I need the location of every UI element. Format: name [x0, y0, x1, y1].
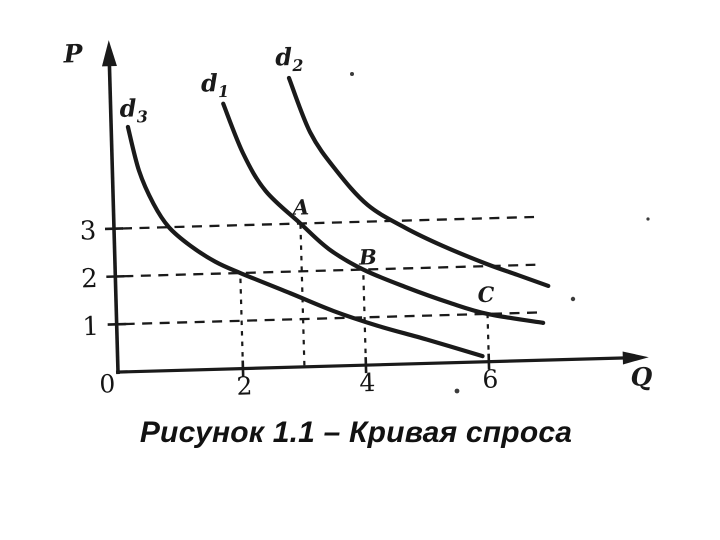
origin-label: 0: [99, 369, 116, 398]
point-label-B: B: [358, 244, 377, 270]
scan-speck: [570, 296, 576, 302]
scan-speck: [350, 72, 354, 76]
curve-label-d3: d3: [119, 93, 148, 127]
guide-line-p-3: [121, 215, 535, 230]
tick-label-p-1: 1: [82, 312, 99, 342]
guide-line-q-4: [362, 269, 367, 364]
guide-line-q-6: [486, 313, 490, 361]
axis-label-q: Q: [630, 362, 653, 392]
tick-label-q-2: 2: [236, 371, 253, 400]
curve-label-d2: d2: [275, 42, 304, 76]
point-label-A: A: [290, 194, 309, 220]
scan-speck: [646, 217, 650, 221]
guide-line-q-2: [239, 272, 245, 368]
tick-label-q-6: 6: [482, 364, 499, 393]
axis-label-p: P: [62, 39, 84, 69]
guide-line-q-3: [299, 223, 306, 366]
p-axis-arrowhead: [101, 40, 117, 67]
q-axis-arrowhead: [622, 351, 649, 365]
demand-curve-d3: [125, 124, 485, 359]
demand-curve-d2: [286, 75, 551, 289]
q-axis: [115, 356, 627, 374]
curve-label-d1: d1: [201, 68, 230, 102]
guide-line-p-2: [123, 263, 536, 278]
tick-label-q-4: 4: [359, 368, 376, 397]
tick-label-p-2: 2: [81, 264, 98, 294]
tick-label-p-3: 3: [79, 216, 96, 246]
scan-speck: [454, 388, 460, 394]
figure-caption: Рисунок 1.1 – Кривая спроса: [139, 416, 573, 449]
demand-curve-d1: [221, 101, 546, 325]
p-axis: [107, 62, 120, 375]
point-label-C: C: [477, 282, 495, 307]
